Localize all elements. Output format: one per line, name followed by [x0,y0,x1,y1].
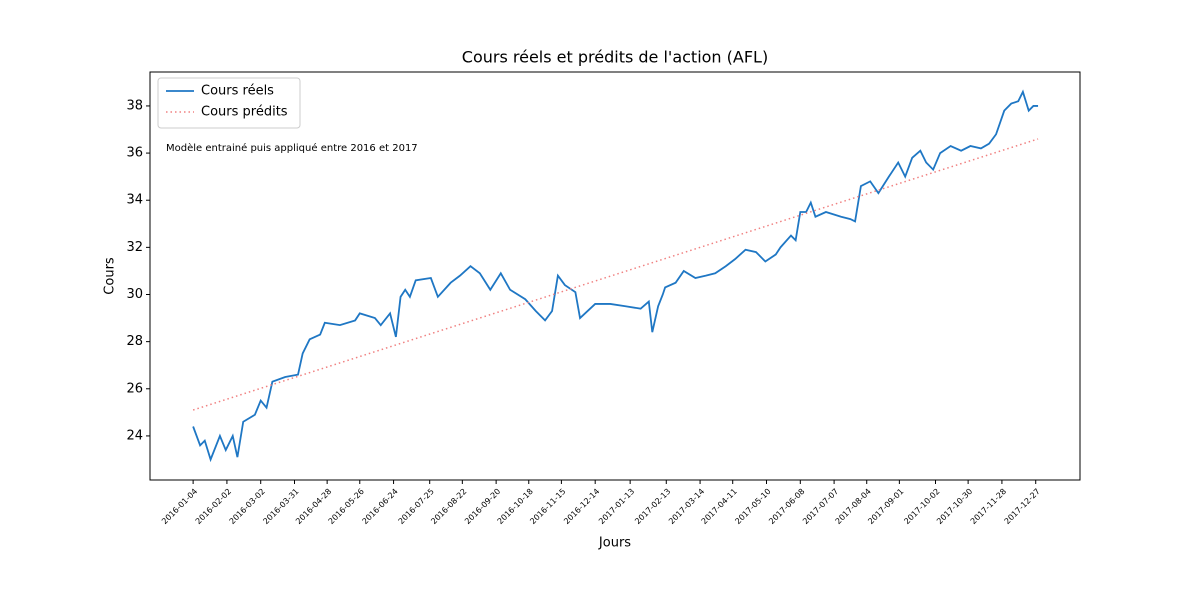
x-tick-label: 2016-12-14 [562,487,601,526]
x-axis-label: Jours [598,536,631,551]
y-tick-label: 26 [126,381,143,396]
series-line [192,138,1039,411]
legend-label: Cours réels [201,84,274,99]
x-tick-label: 2017-12-27 [1003,487,1042,526]
annotation: Modèle entrainé puis appliqué entre 2016… [166,142,418,154]
y-tick-label: 24 [126,428,143,443]
x-tick-label: 2017-01-13 [597,487,636,526]
series-line [192,89,1039,463]
y-tick-label: 28 [126,334,143,349]
y-tick-label: 30 [126,287,143,302]
chart-title: Cours réels et prédits de l'action (AFL) [462,48,768,67]
x-tick-label: 2016-06-24 [361,487,400,526]
y-tick-label: 32 [126,240,143,255]
plot-frame [149,71,1081,481]
y-tick-label: 36 [126,146,143,161]
y-tick-label: 34 [126,193,143,208]
y-tick-label: 38 [126,98,143,113]
legend-label: Cours prédits [201,105,288,120]
y-axis-label: Cours [103,257,118,295]
